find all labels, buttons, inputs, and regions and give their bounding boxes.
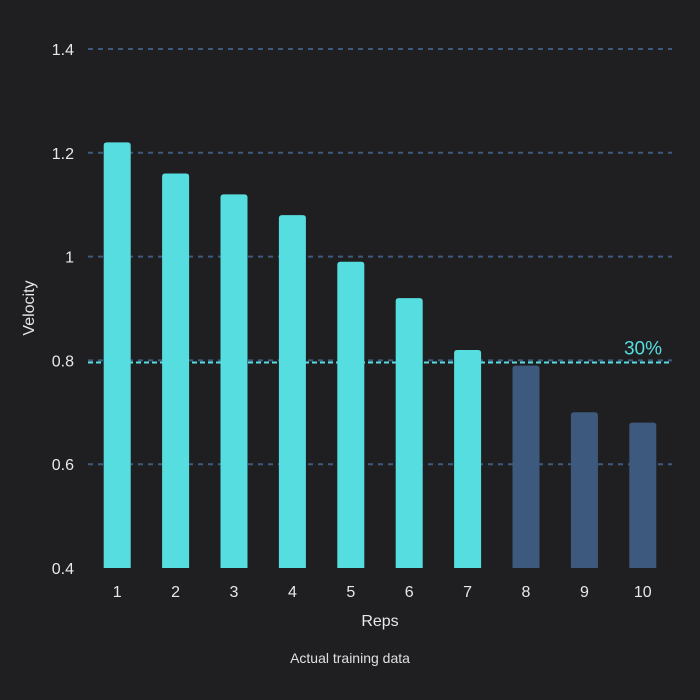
y-axis-title: Velocity <box>21 280 38 335</box>
y-tick-label: 1.4 <box>52 42 74 59</box>
x-tick-label: 7 <box>463 584 472 601</box>
x-tick-label: 9 <box>580 584 589 601</box>
bar <box>162 173 190 568</box>
x-tick-label: 8 <box>522 584 531 601</box>
y-tick-label: 0.6 <box>52 457 74 474</box>
y-tick-label: 1 <box>65 250 74 267</box>
bar <box>570 412 598 568</box>
bar <box>278 215 306 568</box>
x-tick-label: 5 <box>346 584 355 601</box>
x-tick-label: 2 <box>171 584 180 601</box>
bar <box>629 422 657 568</box>
bar <box>512 365 540 568</box>
y-tick-label: 1.2 <box>52 146 74 163</box>
y-tick-label: 0.4 <box>52 561 74 578</box>
chart-caption: Actual training data <box>290 650 410 666</box>
x-tick-label: 1 <box>113 584 122 601</box>
bar <box>454 350 482 568</box>
x-tick-label: 4 <box>288 584 297 601</box>
bar <box>103 142 131 569</box>
x-axis-title: Reps <box>361 613 398 630</box>
bar <box>220 194 248 568</box>
x-tick-label: 3 <box>230 584 239 601</box>
bar <box>395 298 423 568</box>
x-tick-label: 6 <box>405 584 414 601</box>
threshold-label: 30% <box>624 338 662 359</box>
x-tick-label: 10 <box>634 584 652 601</box>
y-tick-label: 0.8 <box>52 353 74 370</box>
bar <box>337 261 365 568</box>
